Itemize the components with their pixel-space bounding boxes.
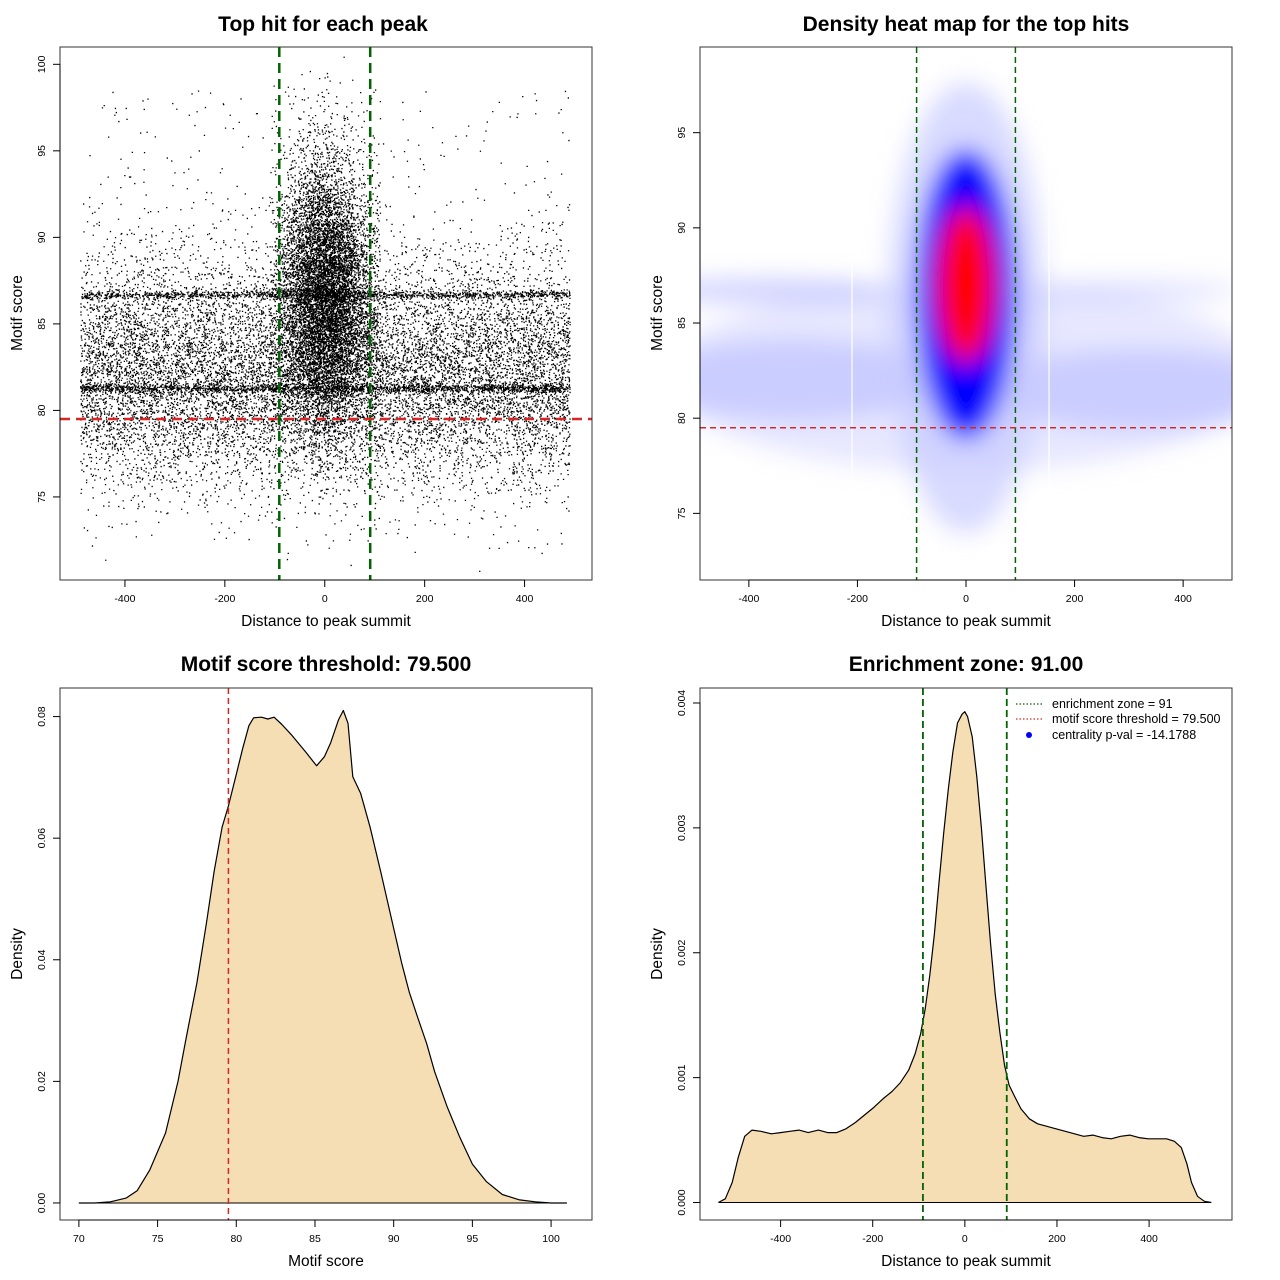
score-density-area (78, 709, 567, 1204)
heatmap-y-axis: 75 80 85 90 95 (676, 127, 701, 519)
x-tick-label: 0 (963, 593, 969, 605)
y-tick-label: 90 (36, 231, 48, 243)
scatter-x-axis: -400 -200 0 200 400 (114, 579, 534, 605)
density-curve (78, 709, 567, 1204)
heat-left-band (700, 340, 943, 421)
heatmap-density (700, 82, 1232, 533)
distance-density-title: Enrichment zone: 91.00 (849, 653, 1084, 676)
scatter-x-label: Distance to peak summit (241, 613, 411, 630)
x-tick-label: 0 (322, 593, 328, 605)
heatmap-blobs (700, 82, 1232, 533)
x-tick-label: 90 (388, 1233, 400, 1245)
density-fill (718, 711, 1212, 1203)
x-tick-label: 400 (516, 593, 534, 605)
panel-distance-density: Enrichment zone: 91.00 -400 -200 0 200 400 0… (649, 653, 1233, 1270)
heatmap-reference-lines (700, 47, 1232, 580)
distance-density-x-label: Distance to peak summit (881, 1253, 1051, 1270)
y-tick-label: 75 (36, 491, 48, 503)
scatter-point-cloud (80, 56, 571, 573)
x-tick-label: 200 (416, 593, 434, 605)
distance-density-reference-lines (922, 688, 1008, 1220)
score-density-y-axis: 0.00 0.02 0.04 0.06 0.08 (36, 706, 61, 1214)
legend-item-threshold: motif score threshold = 79.500 (1016, 712, 1221, 726)
y-tick-label: 0.004 (676, 690, 688, 716)
scatter-points (80, 56, 571, 573)
scatter-title: Top hit for each peak (218, 13, 428, 36)
y-tick-label: 90 (676, 222, 688, 234)
x-tick-label: 85 (309, 1233, 321, 1245)
y-tick-label: 0.001 (676, 1064, 688, 1090)
heatmap-x-label: Distance to peak summit (881, 613, 1051, 630)
y-tick-label: 80 (36, 404, 48, 416)
panel-heatmap: Density heat map for the top hits -400 -2… (649, 13, 1233, 630)
x-tick-label: -200 (214, 593, 235, 605)
distance-density-y-axis: 0.000 0.001 0.002 0.003 0.004 (676, 690, 701, 1216)
x-tick-label: 80 (230, 1233, 242, 1245)
y-tick-label: 95 (36, 145, 48, 157)
x-tick-label: -200 (862, 1233, 883, 1245)
legend-point-blue (1026, 732, 1032, 738)
y-tick-label: 0.003 (676, 815, 688, 841)
y-tick-label: 0.00 (36, 1193, 48, 1214)
distance-density-y-label: Density (649, 928, 666, 980)
legend: enrichment zone = 91 motif score thresho… (1016, 697, 1221, 742)
y-tick-label: 0.000 (676, 1189, 688, 1215)
density-curve (718, 711, 1212, 1204)
score-density-x-axis: 70 75 80 85 90 95 100 (73, 1219, 560, 1245)
x-tick-label: -200 (847, 593, 868, 605)
x-tick-label: -400 (114, 593, 135, 605)
y-tick-label: 75 (676, 507, 688, 519)
heat-central-red (936, 206, 996, 363)
y-tick-label: 0.06 (36, 828, 48, 849)
density-fill (78, 710, 567, 1203)
score-density-x-label: Motif score (288, 1253, 364, 1270)
heat-right-ridge (1018, 280, 1232, 301)
legend-item-enrichment-zone: enrichment zone = 91 (1016, 697, 1173, 711)
scatter-reference-lines (60, 47, 592, 580)
x-tick-label: 75 (152, 1233, 164, 1245)
heatmap-title: Density heat map for the top hits (803, 13, 1130, 36)
y-tick-label: 100 (36, 55, 48, 73)
y-tick-label: 0.002 (676, 939, 688, 965)
x-tick-label: 0 (962, 1233, 968, 1245)
heatmap-x-axis: -400 -200 0 200 400 (738, 579, 1192, 605)
legend-label-enrichment-zone: enrichment zone = 91 (1052, 697, 1173, 711)
x-tick-label: 400 (1174, 593, 1192, 605)
y-tick-label: 85 (676, 317, 688, 329)
score-density-y-label: Density (9, 928, 26, 980)
x-tick-label: 400 (1140, 1233, 1158, 1245)
x-tick-label: -400 (770, 1233, 791, 1245)
y-tick-label: 80 (676, 412, 688, 424)
y-tick-label: 0.08 (36, 706, 48, 727)
distance-density-x-axis: -400 -200 0 200 400 (770, 1219, 1158, 1245)
x-tick-label: 200 (1066, 593, 1084, 605)
scatter-y-axis: 75 80 85 90 95 100 (36, 55, 61, 503)
x-tick-label: 70 (73, 1233, 85, 1245)
y-tick-label: 0.04 (36, 949, 48, 970)
x-tick-label: 200 (1048, 1233, 1066, 1245)
legend-label-threshold: motif score threshold = 79.500 (1052, 712, 1221, 726)
score-density-title: Motif score threshold: 79.500 (181, 653, 472, 676)
y-tick-label: 0.02 (36, 1071, 48, 1092)
legend-item-centrality: centrality p-val = -14.1788 (1026, 728, 1196, 742)
heat-right-band (989, 349, 1232, 430)
panel-score-density: Motif score threshold: 79.500 70 75 80 85 90… (9, 653, 593, 1270)
panel-scatter: Top hit for each peak -400 -200 0 200 400 75… (9, 13, 593, 630)
heat-left-ridge (700, 278, 891, 303)
y-tick-label: 95 (676, 127, 688, 139)
heatmap-y-label: Motif score (649, 275, 666, 351)
x-tick-label: 95 (467, 1233, 479, 1245)
x-tick-label: 100 (542, 1233, 560, 1245)
x-tick-label: -400 (738, 593, 759, 605)
distance-density-area (718, 711, 1212, 1204)
legend-label-centrality: centrality p-val = -14.1788 (1052, 728, 1196, 742)
scatter-y-label: Motif score (9, 275, 26, 351)
y-tick-label: 85 (36, 318, 48, 330)
